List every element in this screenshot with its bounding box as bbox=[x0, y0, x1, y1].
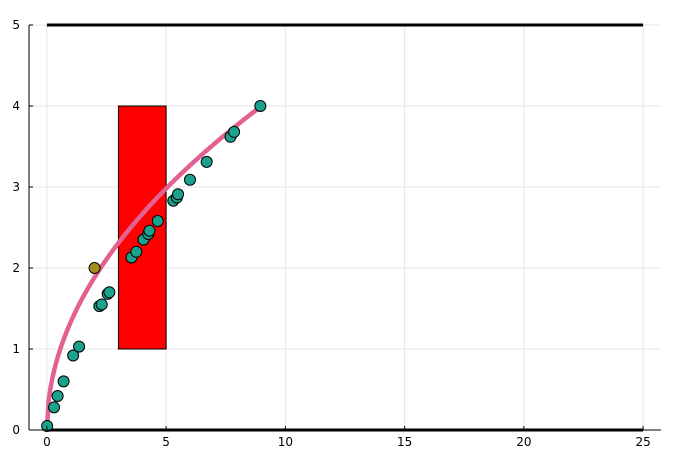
red-rectangle bbox=[117, 105, 167, 350]
data-point bbox=[228, 125, 241, 138]
outlier-point bbox=[88, 262, 101, 274]
data-point bbox=[172, 188, 185, 201]
y-tick-label: 5 bbox=[12, 18, 20, 32]
data-point bbox=[41, 419, 54, 432]
x-tick-label: 25 bbox=[635, 435, 650, 449]
x-tick-label: 20 bbox=[516, 435, 531, 449]
data-point bbox=[143, 224, 156, 237]
data-point bbox=[151, 215, 164, 228]
x-tick-label: 15 bbox=[397, 435, 412, 449]
data-point bbox=[95, 298, 108, 311]
x-tick-label: 10 bbox=[278, 435, 293, 449]
data-point bbox=[130, 245, 143, 258]
red-rectangle-layer bbox=[117, 105, 167, 350]
data-point bbox=[57, 375, 70, 388]
y-tick-label: 2 bbox=[12, 261, 20, 275]
data-point bbox=[67, 349, 80, 362]
data-points bbox=[41, 100, 267, 432]
y-tick-label: 3 bbox=[12, 180, 20, 194]
data-point bbox=[183, 173, 196, 186]
data-point bbox=[51, 389, 64, 402]
data-point bbox=[103, 286, 116, 299]
data-point bbox=[200, 155, 213, 168]
data-point bbox=[73, 340, 86, 353]
y-tick-label: 1 bbox=[12, 342, 20, 356]
axes bbox=[28, 24, 661, 431]
y-tick-labels: 0 1 2 3 4 5 bbox=[12, 18, 20, 437]
x-tick-label: 5 bbox=[162, 435, 170, 449]
x-tick-label: 0 bbox=[43, 435, 51, 449]
data-point bbox=[254, 100, 267, 112]
data-point bbox=[48, 401, 61, 414]
x-tick-labels: 0 5 10 15 20 25 bbox=[43, 435, 651, 449]
y-tick-label: 0 bbox=[12, 423, 20, 437]
y-tick-label: 4 bbox=[12, 99, 20, 113]
